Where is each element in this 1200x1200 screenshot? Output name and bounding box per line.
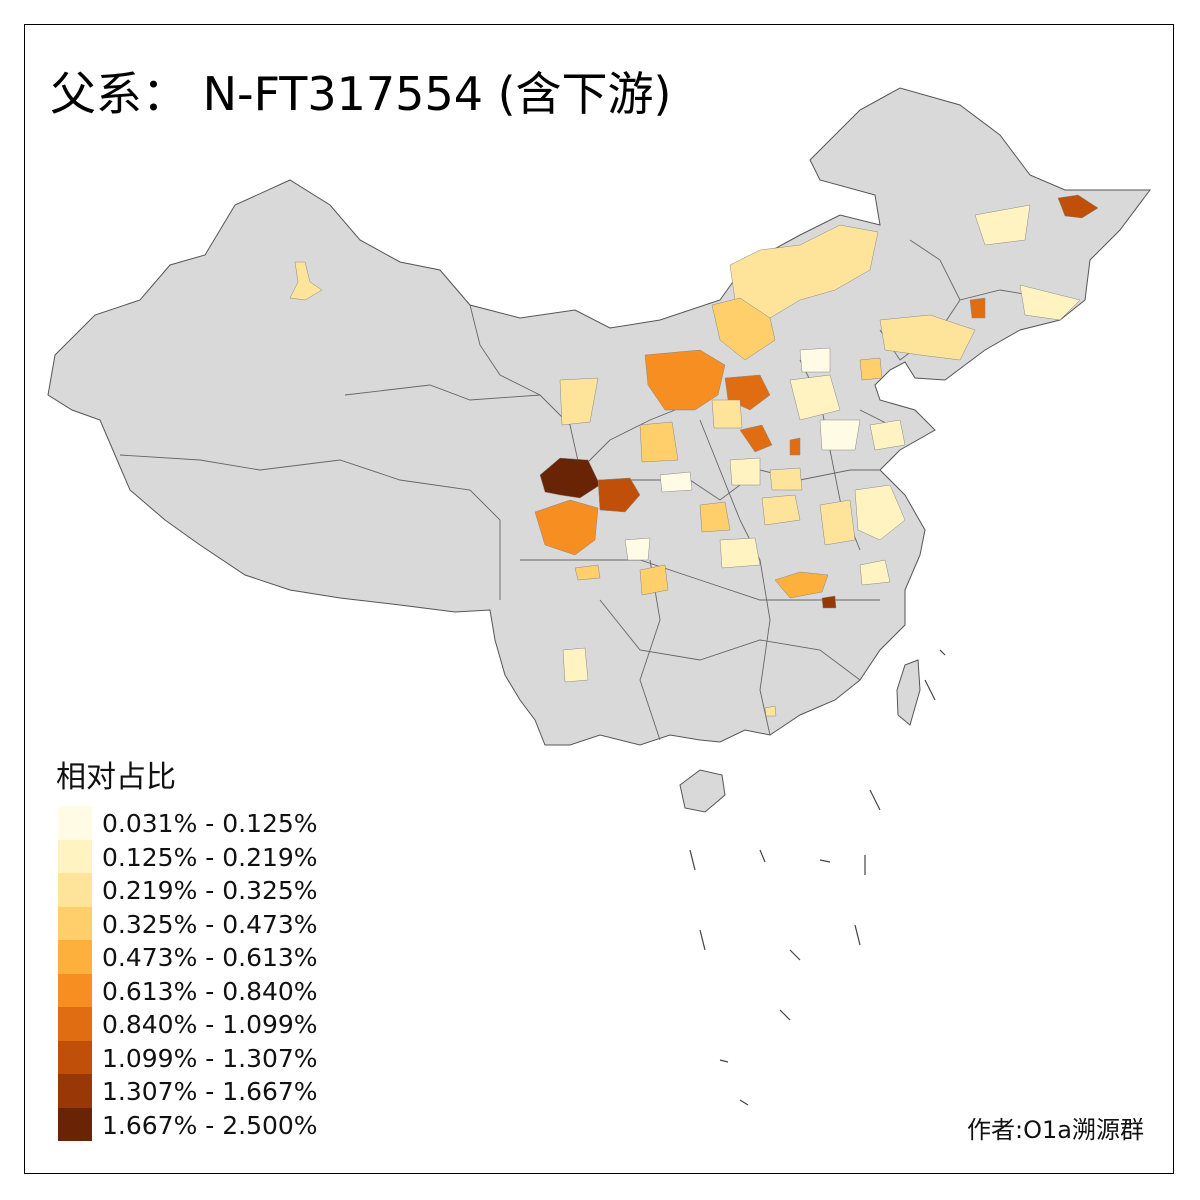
region-guizhou	[624, 537, 651, 561]
region-guangxi	[764, 705, 777, 717]
region-gansu-south-dark	[539, 457, 601, 499]
region-longnan	[597, 477, 641, 513]
taiwan-outline	[896, 659, 921, 726]
legend-label: 1.099% - 1.307%	[102, 1043, 318, 1073]
legend-swatch	[58, 1040, 92, 1074]
region-hebei-1	[789, 374, 841, 421]
legend-swatch	[58, 906, 92, 940]
region-chongqing	[639, 564, 669, 596]
legend-label: 0.613% - 0.840%	[102, 976, 318, 1006]
map-frame	[24, 24, 1174, 1174]
legend-label: 0.219% - 0.325%	[102, 876, 318, 905]
region-shandong	[869, 419, 906, 451]
legend-swatch	[58, 839, 92, 873]
south-sea-islands	[689, 649, 946, 1106]
region-hebei-3	[859, 357, 883, 381]
legend-label: 1.307% - 1.667%	[102, 1077, 318, 1106]
region-shanxi-south	[739, 424, 773, 453]
region-hebei-2	[799, 347, 831, 373]
region-xinjiang	[289, 261, 323, 301]
region-jilin	[969, 297, 986, 319]
legend-swatch	[58, 973, 92, 1007]
legend-title: 相对占比	[56, 760, 176, 795]
region-jiangsu	[854, 484, 906, 541]
region-shanxi-2	[711, 399, 743, 429]
region-shandong-2	[819, 419, 861, 451]
region-heilongjiang-mid	[974, 204, 1031, 246]
legend-swatch	[58, 806, 92, 840]
legend-label: 0.031% - 0.125%	[102, 809, 318, 838]
region-jiangxi-dark	[821, 595, 837, 609]
map-title: 父系： N-FT317554 (含下游)	[50, 67, 672, 121]
region-henan-1	[699, 501, 731, 533]
region-sichuan	[534, 499, 599, 556]
region-anhui	[819, 499, 856, 546]
region-gansu-mid	[559, 377, 599, 426]
region-shaanxi-north	[644, 349, 726, 411]
region-liaoning	[879, 314, 976, 361]
legend-label: 0.840% - 1.099%	[102, 1010, 318, 1039]
legend-label: 1.667% - 2.500%	[102, 1110, 318, 1140]
legend-swatch	[58, 1107, 92, 1141]
region-hubei-2	[719, 537, 761, 569]
region-henan-3	[729, 457, 761, 486]
mainland-outline	[47, 87, 1151, 746]
region-henan-4	[789, 437, 801, 456]
region-shaanxi-2	[659, 471, 693, 493]
author-credit: 作者:O1a溯源群	[967, 1116, 1144, 1144]
region-henan-2	[761, 494, 801, 526]
legend-swatch	[58, 873, 92, 907]
region-yunnan	[562, 647, 589, 683]
legend-swatch	[58, 940, 92, 974]
hainan-outline	[679, 769, 726, 813]
legend-label: 0.125% - 0.219%	[102, 842, 318, 872]
region-henan-5	[769, 467, 803, 491]
region-heilongjiang	[1057, 194, 1099, 219]
region-hubei-orange	[774, 571, 829, 599]
legend-swatch	[58, 1007, 92, 1041]
map-regions	[289, 194, 1099, 717]
region-ningxia	[639, 421, 679, 463]
legend-swatch	[58, 1074, 92, 1108]
region-zhejiang	[859, 559, 891, 586]
region-jilin-east	[1019, 284, 1081, 321]
legend-label: 0.325% - 0.473%	[102, 909, 318, 939]
region-sichuan-south	[574, 564, 601, 581]
region-innermongolia-mid	[711, 297, 776, 361]
legend-label: 0.473% - 0.613%	[102, 943, 318, 972]
